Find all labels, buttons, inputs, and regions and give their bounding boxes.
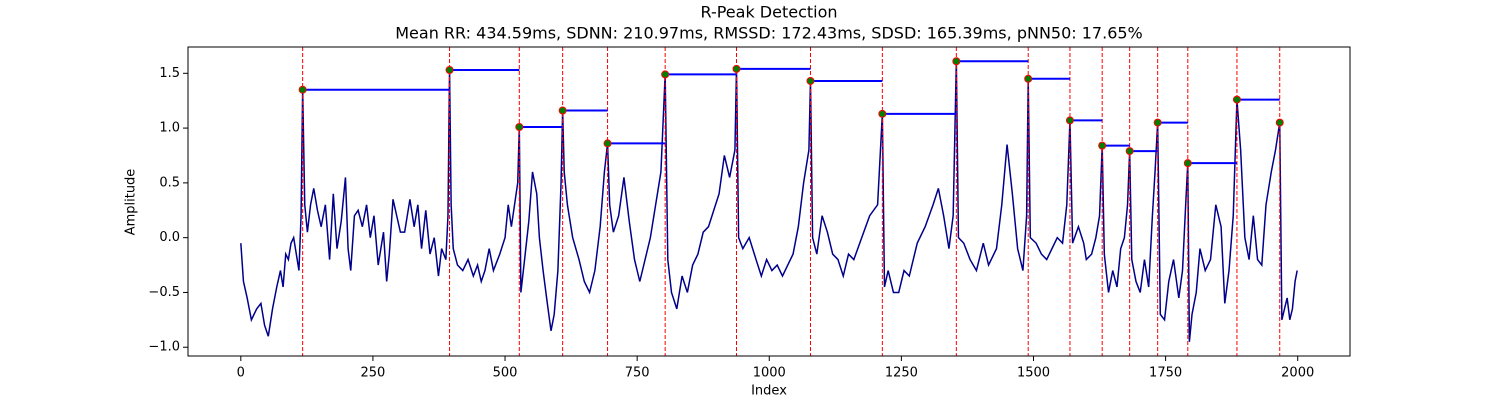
x-tick-label: 1500 <box>1017 366 1050 381</box>
peak-point <box>1065 116 1074 125</box>
y-tick-label: −1.0 <box>148 340 180 355</box>
y-tick-label: −0.5 <box>148 285 180 300</box>
peak-point <box>603 139 612 148</box>
peak-point <box>1125 147 1134 156</box>
x-axis-label: Index <box>751 384 787 399</box>
y-tick-label: 0.0 <box>159 230 180 245</box>
peak-point <box>558 106 567 115</box>
x-tick-label: 1000 <box>753 366 786 381</box>
x-tick-label: 0 <box>237 366 245 381</box>
x-tick-label: 750 <box>625 366 650 381</box>
peak-point <box>806 76 815 85</box>
peak-point <box>1153 118 1162 127</box>
x-tick-label: 500 <box>493 366 518 381</box>
signal-line <box>240 61 1298 342</box>
peak-point <box>1232 95 1241 104</box>
chart-title: R-Peak Detection <box>700 3 837 22</box>
peak-point <box>515 122 524 131</box>
plot-frame <box>187 46 1351 357</box>
peak-point <box>1024 74 1033 83</box>
x-tick-label: 1250 <box>885 366 918 381</box>
peak-point <box>878 109 887 118</box>
x-tick-label: 2000 <box>1281 366 1314 381</box>
peak-point <box>445 66 454 75</box>
peak-point <box>1275 118 1284 127</box>
peak-point <box>732 64 741 73</box>
peak-point <box>952 57 961 66</box>
peak-point <box>298 85 307 94</box>
chart-subtitle: Mean RR: 434.59ms, SDNN: 210.97ms, RMSSD… <box>395 24 1143 43</box>
y-tick-label: 1.5 <box>159 66 180 81</box>
y-axis-label: Amplitude <box>124 169 139 236</box>
x-tick-label: 1750 <box>1149 366 1182 381</box>
peak-point <box>1098 141 1107 150</box>
peak-point <box>661 70 670 79</box>
y-tick-label: 1.0 <box>159 121 180 136</box>
x-tick-label: 250 <box>361 366 386 381</box>
y-tick-label: 0.5 <box>159 175 180 190</box>
peak-point <box>1183 159 1192 168</box>
